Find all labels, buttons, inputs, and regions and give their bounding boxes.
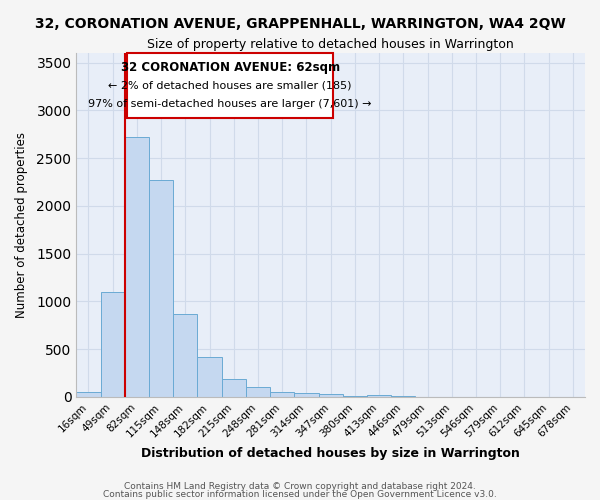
Title: Size of property relative to detached houses in Warrington: Size of property relative to detached ho…	[147, 38, 514, 51]
Bar	[367, 395, 391, 397]
Text: 97% of semi-detached houses are larger (7,601) →: 97% of semi-detached houses are larger (…	[88, 98, 372, 108]
Bar	[246, 388, 270, 397]
Text: 32 CORONATION AVENUE: 62sqm: 32 CORONATION AVENUE: 62sqm	[121, 61, 340, 74]
Y-axis label: Number of detached properties: Number of detached properties	[15, 132, 28, 318]
Text: ← 2% of detached houses are smaller (185): ← 2% of detached houses are smaller (185…	[109, 80, 352, 90]
Bar	[125, 137, 149, 397]
Bar	[76, 392, 101, 397]
Bar	[101, 292, 125, 397]
Bar	[221, 380, 246, 397]
Bar	[149, 180, 173, 397]
FancyBboxPatch shape	[127, 53, 333, 118]
Text: 32, CORONATION AVENUE, GRAPPENHALL, WARRINGTON, WA4 2QW: 32, CORONATION AVENUE, GRAPPENHALL, WARR…	[35, 18, 565, 32]
Bar	[197, 357, 221, 397]
Bar	[295, 393, 319, 397]
Bar	[173, 314, 197, 397]
Text: Contains HM Land Registry data © Crown copyright and database right 2024.: Contains HM Land Registry data © Crown c…	[124, 482, 476, 491]
Text: Contains public sector information licensed under the Open Government Licence v3: Contains public sector information licen…	[103, 490, 497, 499]
Bar	[319, 394, 343, 397]
X-axis label: Distribution of detached houses by size in Warrington: Distribution of detached houses by size …	[141, 447, 520, 460]
Bar	[270, 392, 295, 397]
